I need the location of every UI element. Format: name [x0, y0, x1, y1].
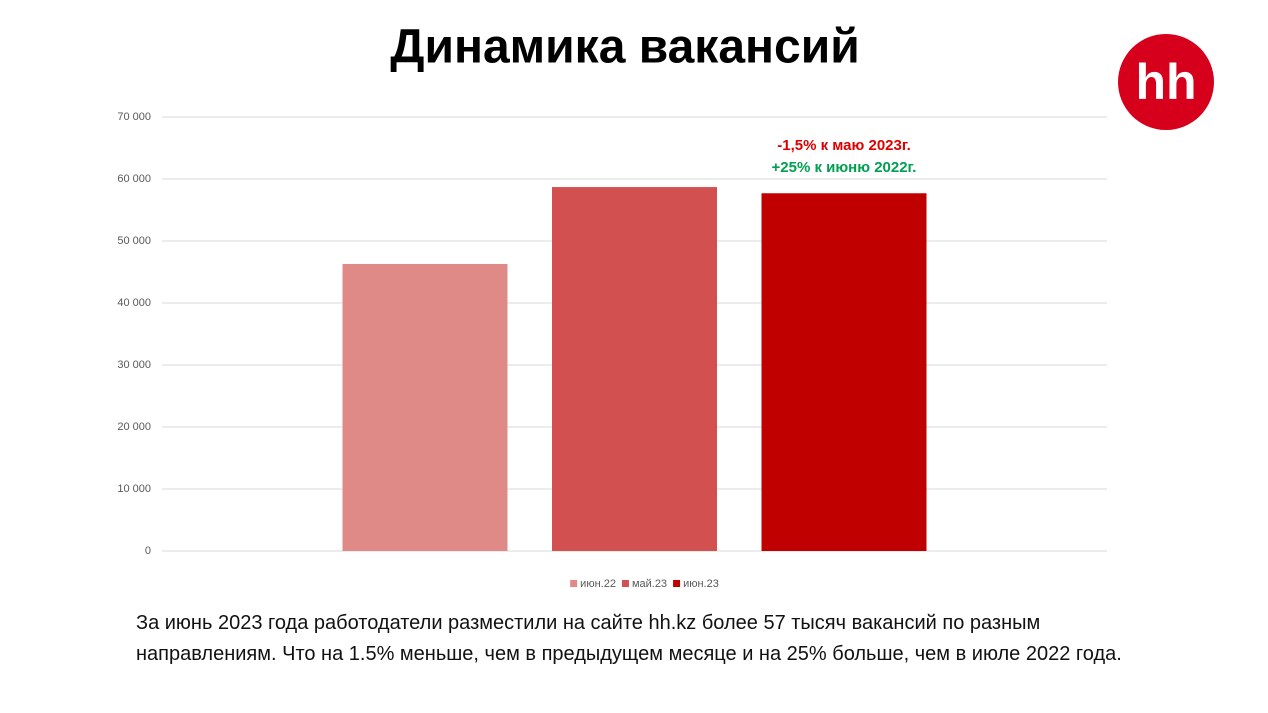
annotation: -1,5% к маю 2023г. — [777, 137, 911, 154]
legend-label: июн.23 — [683, 578, 719, 590]
legend-swatch — [621, 580, 629, 587]
chart: Динамика вакансий hh 0 10 000 20 000 30 000… — [117, 21, 1214, 590]
y-tick-label: 30 000 — [117, 359, 151, 371]
y-tick-label: 60 000 — [117, 173, 151, 185]
logo-circle — [1118, 34, 1214, 130]
y-tick-label: 70 000 — [117, 111, 151, 123]
legend-label: июн.22 — [580, 578, 616, 590]
y-tick-label: 20 000 — [117, 421, 151, 433]
y-tick-label: 10 000 — [117, 483, 151, 495]
logo-text: hh — [1135, 54, 1196, 110]
y-tick-label: 50 000 — [117, 235, 151, 247]
chart-title: Динамика вакансий — [390, 21, 859, 74]
bar — [342, 263, 508, 551]
y-tick-label: 0 — [145, 545, 151, 557]
caption: За июнь 2023 года работодатели разместил… — [136, 612, 1122, 665]
legend-label: май.23 — [632, 578, 667, 590]
legend-swatch — [570, 580, 578, 587]
bar — [761, 193, 927, 551]
annotation: +25% к июню 2022г. — [772, 159, 917, 176]
y-tick-label: 40 000 — [117, 297, 151, 309]
legend-swatch — [673, 580, 681, 587]
bar — [552, 187, 717, 551]
